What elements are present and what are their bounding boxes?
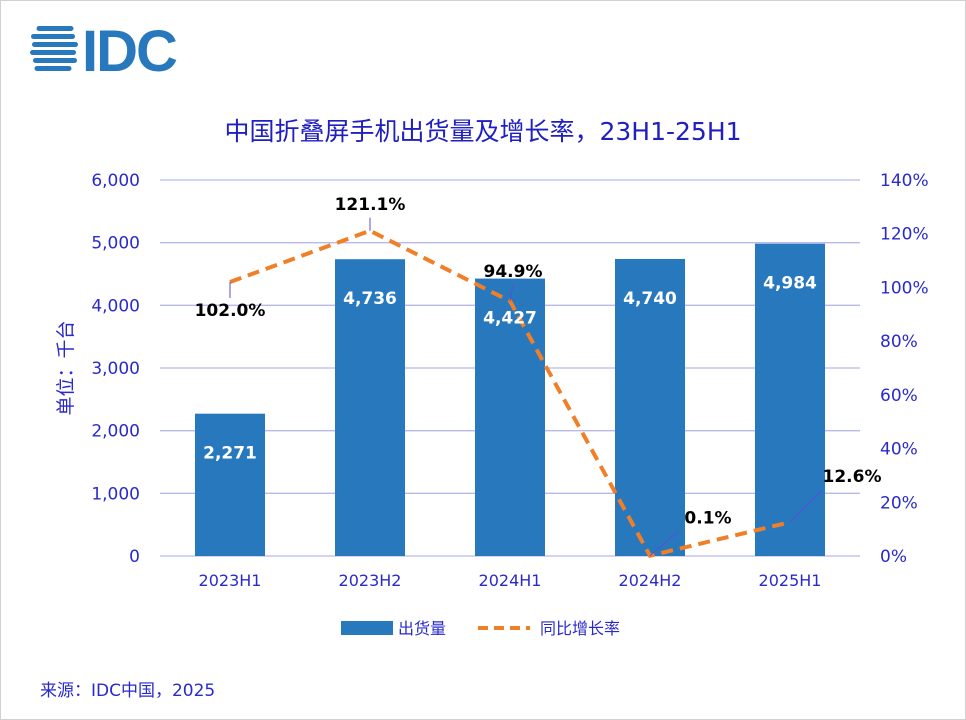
y2-tick-label: 40% bbox=[880, 440, 918, 460]
leader-line bbox=[649, 531, 679, 557]
legend-bar-swatch bbox=[341, 621, 393, 635]
bar-data-label: 4,736 bbox=[343, 289, 397, 309]
legend-bar-label: 出货量 bbox=[398, 619, 446, 638]
y-tick-label: 0 bbox=[129, 547, 140, 567]
y2-tick-label: 100% bbox=[880, 278, 929, 298]
bar-data-label: 4,984 bbox=[763, 274, 817, 294]
logo-stripe bbox=[32, 42, 78, 47]
y-tick-label: 1,000 bbox=[91, 484, 140, 504]
leader-line bbox=[789, 489, 823, 523]
x-tick-label: 2024H1 bbox=[479, 571, 542, 590]
x-tick-label: 2024H2 bbox=[619, 571, 682, 590]
legend: 出货量 同比增长率 bbox=[341, 619, 620, 638]
logo-stripe bbox=[34, 66, 72, 71]
line-data-label: 94.9% bbox=[484, 262, 543, 282]
y2-tick-label: 140% bbox=[880, 171, 929, 191]
line-data-label: 12.6% bbox=[823, 467, 882, 487]
bar-data-label: 4,740 bbox=[623, 289, 677, 309]
logo-stripe bbox=[31, 34, 75, 39]
logo-stripe bbox=[30, 50, 76, 55]
logo-stripe bbox=[36, 26, 74, 31]
y-axis-label: 单位：千台 bbox=[55, 320, 77, 415]
legend-line-label: 同比增长率 bbox=[540, 619, 620, 638]
x-tick-label: 2023H1 bbox=[199, 571, 262, 590]
line-data-label: 0.1% bbox=[684, 509, 731, 529]
y-tick-label: 4,000 bbox=[91, 296, 140, 316]
chart-title: 中国折叠屏手机出货量及增长率，23H1-25H1 bbox=[224, 117, 741, 146]
svg-text:IDC: IDC bbox=[82, 19, 177, 84]
bar bbox=[615, 258, 685, 556]
bar bbox=[475, 278, 545, 556]
y-tick-label: 6,000 bbox=[91, 171, 140, 191]
bar bbox=[755, 243, 825, 557]
x-tick-label: 2023H2 bbox=[339, 571, 402, 590]
bar bbox=[195, 413, 265, 556]
idc-logo: IDC bbox=[30, 19, 179, 84]
bar bbox=[335, 259, 405, 556]
y2-tick-label: 20% bbox=[880, 493, 918, 513]
y2-tick-label: 60% bbox=[880, 386, 918, 406]
bar-data-label: 4,427 bbox=[483, 309, 537, 329]
source-note: 来源：IDC中国，2025 bbox=[40, 681, 216, 701]
line-data-label: 102.0% bbox=[195, 301, 266, 321]
bar-data-label: 2,271 bbox=[203, 444, 257, 464]
y-tick-label: 2,000 bbox=[91, 422, 140, 442]
y2-tick-label: 120% bbox=[880, 225, 929, 245]
y-tick-label: 3,000 bbox=[91, 359, 140, 379]
leader-line bbox=[509, 285, 514, 302]
y-tick-label: 5,000 bbox=[91, 234, 140, 254]
y2-tick-label: 80% bbox=[880, 332, 918, 352]
line-data-label: 121.1% bbox=[335, 195, 406, 215]
logo-stripe bbox=[33, 58, 77, 63]
y2-tick-label: 0% bbox=[880, 547, 907, 567]
x-tick-label: 2025H1 bbox=[759, 571, 822, 590]
